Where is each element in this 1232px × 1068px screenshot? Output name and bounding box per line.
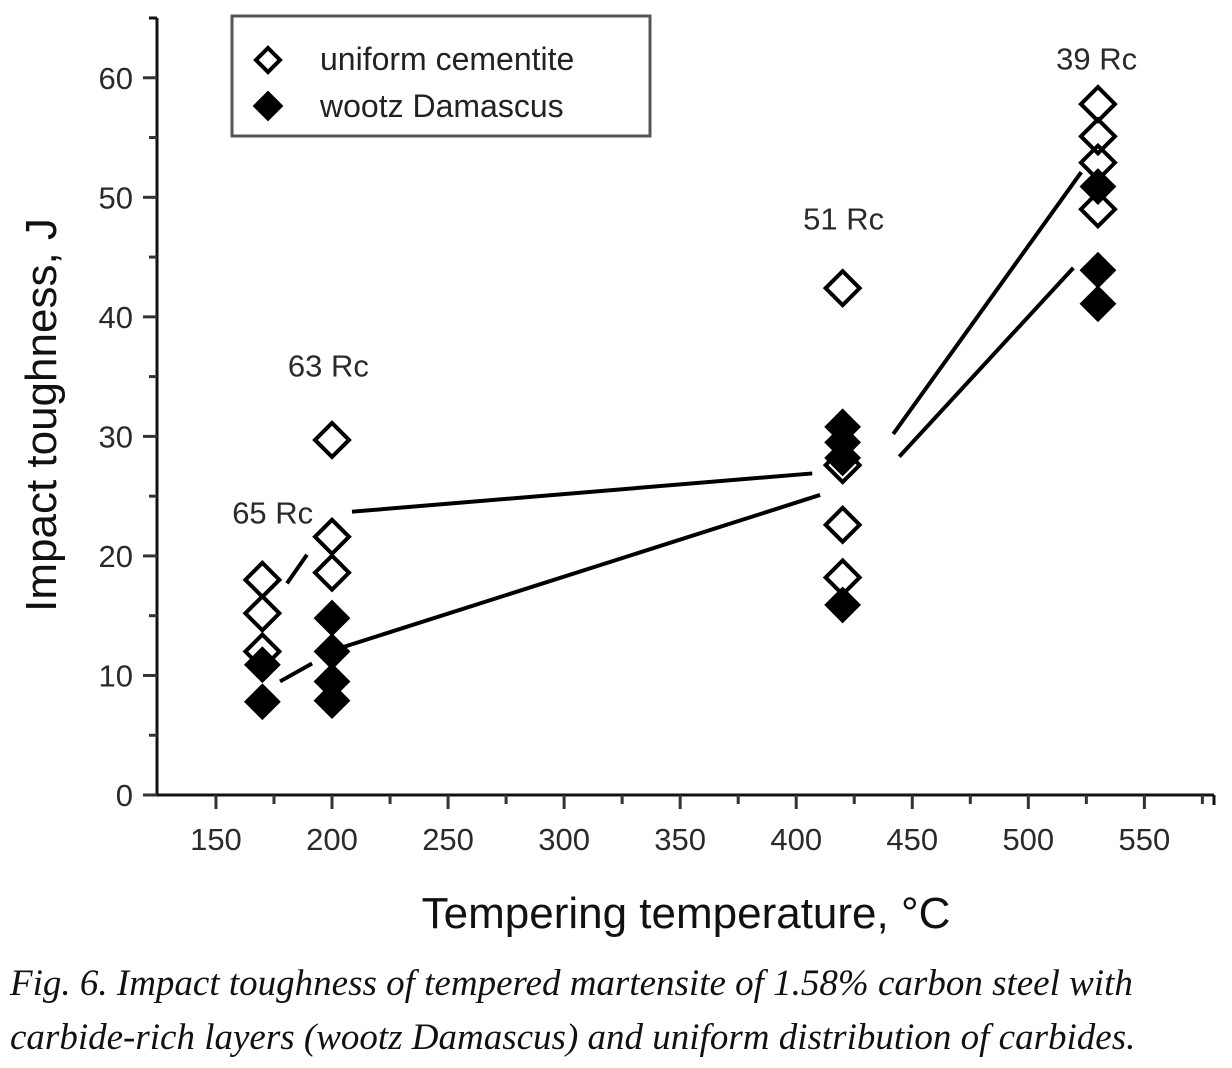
trend-line	[897, 266, 1075, 459]
legend-label-uniform-cementite: uniform cementite	[320, 41, 574, 77]
uniform-cementite-point	[312, 516, 352, 557]
uniform-cementite-point	[1078, 189, 1118, 230]
x-tick-label: 550	[1119, 822, 1171, 857]
trend-lines	[279, 171, 1083, 684]
trend-line	[351, 471, 813, 514]
legend: uniform cementite wootz Damascus	[230, 14, 652, 138]
wootz-damascus-point	[824, 586, 862, 624]
hardness-annotation: 65 Rc	[232, 496, 313, 531]
uniform-cementite-point	[242, 560, 283, 600]
x-tick-label: 450	[886, 822, 938, 857]
x-tick-label: 350	[654, 822, 706, 857]
wootz-damascus-point	[313, 682, 351, 719]
figure-caption-line-2: carbide-rich layers (wootz Damascus) and…	[10, 1017, 1136, 1058]
y-tick-label: 60	[99, 61, 133, 96]
wootz-damascus-point	[1079, 168, 1117, 205]
wootz-damascus-point	[1079, 285, 1117, 323]
trend-line	[285, 553, 309, 585]
y-tick-label: 10	[99, 658, 133, 693]
hardness-annotation: 63 Rc	[288, 349, 369, 384]
x-tick-label: 200	[306, 822, 358, 857]
axes: 150 200 250 300 350 400 450 500 550 0 10 20 30 40 50 60	[99, 16, 1216, 857]
uniform-cementite-point	[312, 552, 352, 593]
trend-line	[891, 171, 1083, 436]
x-tick-label: 300	[538, 822, 590, 857]
wootz-damascus-point	[313, 599, 351, 637]
uniform-cementite-point	[822, 505, 863, 545]
markers	[242, 84, 1118, 721]
legend-filled-diamond-icon	[252, 90, 284, 122]
x-tick-label: 500	[1002, 822, 1054, 857]
x-tick-label: 150	[190, 822, 242, 857]
y-tick-label: 50	[99, 180, 133, 215]
uniform-cementite-point	[312, 420, 352, 460]
trend-line	[332, 493, 821, 653]
annotations: 65 Rc 63 Rc 51 Rc 39 Rc	[232, 41, 1137, 530]
legend-label-wootz-damascus: wootz Damascus	[319, 88, 564, 124]
wootz-damascus-point	[243, 683, 281, 721]
figure-caption-line-1: Fig. 6. Impact toughness of tempered mar…	[10, 963, 1133, 1004]
wootz-damascus-point	[243, 646, 281, 684]
chart: 150 200 250 300 350 400 450 500 550 0 10 20 30 40 50 60…	[17, 14, 1216, 938]
y-tick-label: 30	[99, 419, 133, 454]
wootz-damascus-point	[824, 439, 862, 477]
y-tick-label: 40	[99, 300, 133, 335]
hardness-annotation: 39 Rc	[1056, 41, 1137, 76]
wootz-damascus-point	[1079, 251, 1117, 289]
uniform-cementite-point	[1078, 116, 1118, 157]
legend-open-diamond-icon	[253, 45, 283, 75]
uniform-cementite-point	[242, 593, 283, 634]
uniform-cementite-point	[1078, 84, 1118, 124]
uniform-cementite-point	[822, 268, 863, 308]
y-tick-label: 20	[99, 539, 133, 574]
x-tick-label: 250	[422, 822, 474, 857]
trend-line	[279, 661, 314, 684]
legend-box	[230, 14, 652, 138]
x-axis-title: Tempering temperature, °C	[422, 889, 951, 938]
y-tick-label: 0	[116, 778, 133, 813]
hardness-annotation: 51 Rc	[803, 202, 884, 237]
x-tick-label: 400	[770, 822, 822, 857]
y-axis-title: Impact toughness, J	[17, 218, 66, 612]
